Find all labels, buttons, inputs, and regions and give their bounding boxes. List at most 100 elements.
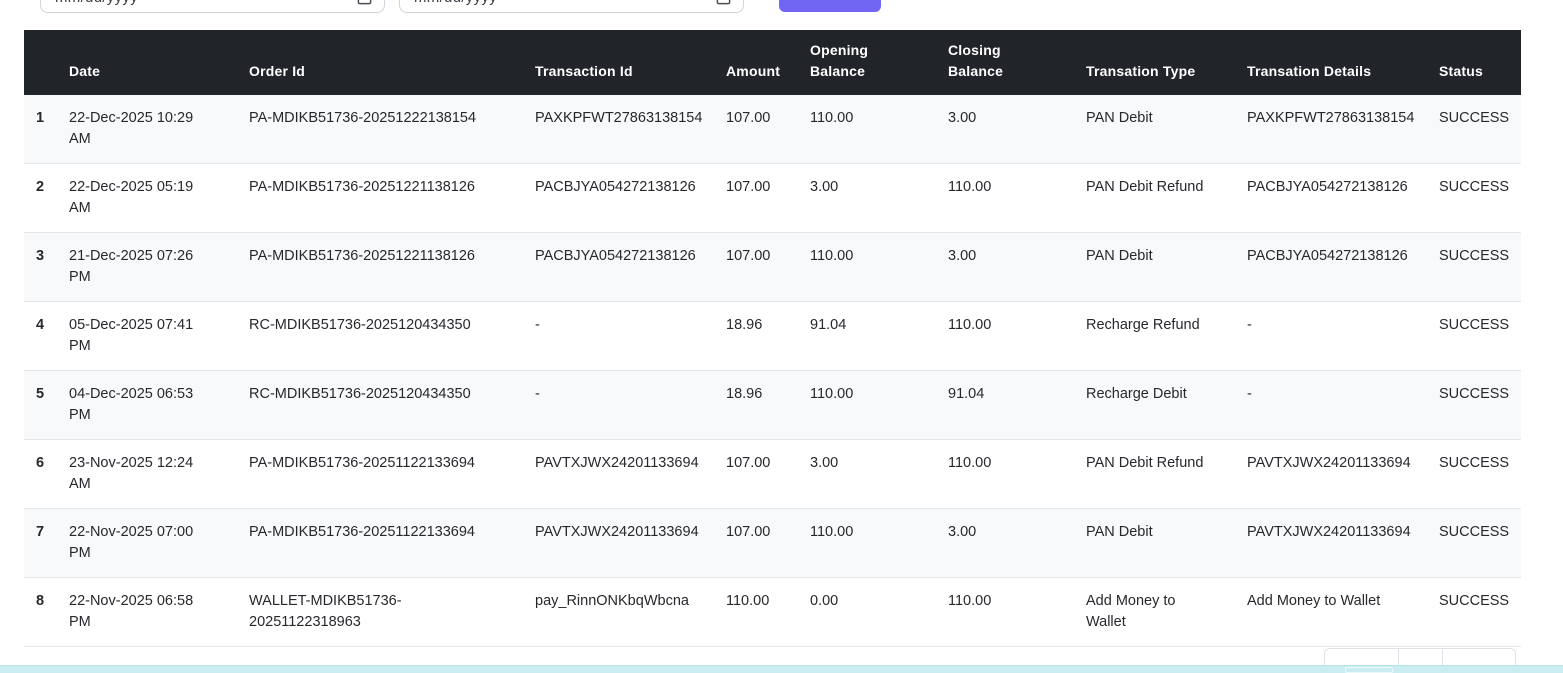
cell-amount: 18.96: [726, 370, 810, 440]
table-row: 7 22-Nov-2025 07:00 PM PA-MDIKB51736-202…: [24, 508, 1521, 578]
cell-opening-balance: 3.00: [810, 439, 948, 509]
scrollbar-thumb[interactable]: [1345, 667, 1393, 673]
row-index: 5: [24, 370, 69, 440]
cell-opening-balance: 110.00: [810, 508, 948, 578]
cell-closing-balance: 3.00: [948, 508, 1086, 578]
cell-status: SUCCESS: [1439, 439, 1521, 509]
cell-transation-type: PAN Debit: [1086, 508, 1247, 578]
filter-toolbar: mm/dd/yyyy mm/dd/yyyy: [0, 0, 1563, 13]
cell-transation-type: PAN Debit: [1086, 95, 1247, 164]
table-row: 8 22-Nov-2025 06:58 PM WALLET-MDIKB51736…: [24, 577, 1521, 647]
cell-transation-type: Recharge Refund: [1086, 301, 1247, 371]
search-button[interactable]: [779, 0, 881, 12]
cell-closing-balance: 3.00: [948, 95, 1086, 164]
cell-order-id: PA-MDIKB51736-20251221138126: [249, 232, 535, 302]
cell-order-id: RC-MDIKB51736-2025120434350: [249, 370, 535, 440]
row-index: 7: [24, 508, 69, 578]
cell-date: 22-Dec-2025 05:19 AM: [69, 163, 249, 233]
cell-opening-balance: 91.04: [810, 301, 948, 371]
row-index: 3: [24, 232, 69, 302]
cell-transaction-id: PAXKPFWT27863138154: [535, 95, 726, 164]
cell-transaction-id: PACBJYA054272138126: [535, 232, 726, 302]
cell-order-id: PA-MDIKB51736-20251122133694: [249, 439, 535, 509]
calendar-icon[interactable]: [716, 0, 731, 5]
cell-order-id: WALLET-MDIKB51736-20251122318963: [249, 577, 535, 647]
cell-date: 22-Nov-2025 06:58 PM: [69, 577, 249, 647]
column-header-index: [24, 30, 69, 95]
cell-transaction-id: -: [535, 370, 726, 440]
cell-closing-balance: 110.00: [948, 577, 1086, 647]
from-date-input[interactable]: mm/dd/yyyy: [40, 0, 385, 13]
cell-transation-details: -: [1247, 370, 1439, 440]
cell-transaction-id: -: [535, 301, 726, 371]
cell-amount: 107.00: [726, 508, 810, 578]
table-row: 5 04-Dec-2025 06:53 PM RC-MDIKB51736-202…: [24, 370, 1521, 440]
row-index: 2: [24, 163, 69, 233]
cell-status: SUCCESS: [1439, 370, 1521, 440]
cell-opening-balance: 110.00: [810, 95, 948, 164]
cell-transation-details: PAVTXJWX24201133694: [1247, 508, 1439, 578]
cell-order-id: PA-MDIKB51736-20251222138154: [249, 95, 535, 164]
column-header-date: Date: [69, 30, 249, 95]
column-header-transation-type: Transation Type: [1086, 30, 1247, 95]
cell-date: 05-Dec-2025 07:41 PM: [69, 301, 249, 371]
column-header-closing-balance: Closing Balance: [948, 30, 1086, 95]
cell-transation-type: PAN Debit Refund: [1086, 163, 1247, 233]
cell-transation-details: PAXKPFWT27863138154: [1247, 95, 1439, 164]
row-index: 4: [24, 301, 69, 371]
cell-transation-type: PAN Debit: [1086, 232, 1247, 302]
cell-transation-details: -: [1247, 301, 1439, 371]
horizontal-scrollbar[interactable]: [0, 665, 1563, 673]
table-row: 1 22-Dec-2025 10:29 AM PA-MDIKB51736-202…: [24, 95, 1521, 164]
cell-transaction-id: PAVTXJWX24201133694: [535, 439, 726, 509]
cell-date: 04-Dec-2025 06:53 PM: [69, 370, 249, 440]
cell-opening-balance: 0.00: [810, 577, 948, 647]
table-row: 3 21-Dec-2025 07:26 PM PA-MDIKB51736-202…: [24, 232, 1521, 302]
cell-status: SUCCESS: [1439, 508, 1521, 578]
table-row: 2 22-Dec-2025 05:19 AM PA-MDIKB51736-202…: [24, 163, 1521, 233]
table-header: Date Order Id Transaction Id Amount Open…: [24, 30, 1521, 95]
cell-closing-balance: 3.00: [948, 232, 1086, 302]
cell-status: SUCCESS: [1439, 232, 1521, 302]
cell-transation-type: PAN Debit Refund: [1086, 439, 1247, 509]
cell-transation-details: PACBJYA054272138126: [1247, 163, 1439, 233]
to-date-placeholder: mm/dd/yyyy: [414, 0, 716, 6]
column-header-transaction-id: Transaction Id: [535, 30, 726, 95]
cell-amount: 107.00: [726, 232, 810, 302]
cell-transaction-id: PAVTXJWX24201133694: [535, 508, 726, 578]
column-header-status: Status: [1439, 30, 1521, 95]
cell-transation-type: Add Money to Wallet: [1086, 577, 1247, 647]
cell-amount: 107.00: [726, 95, 810, 164]
table-row: 4 05-Dec-2025 07:41 PM RC-MDIKB51736-202…: [24, 301, 1521, 371]
to-date-input[interactable]: mm/dd/yyyy: [399, 0, 744, 13]
column-header-order-id: Order Id: [249, 30, 535, 95]
calendar-icon[interactable]: [357, 0, 372, 5]
cell-transation-type: Recharge Debit: [1086, 370, 1247, 440]
cell-status: SUCCESS: [1439, 95, 1521, 164]
transactions-table-wrap: Date Order Id Transaction Id Amount Open…: [24, 30, 1521, 647]
cell-closing-balance: 110.00: [948, 163, 1086, 233]
cell-opening-balance: 110.00: [810, 232, 948, 302]
cell-order-id: PA-MDIKB51736-20251221138126: [249, 163, 535, 233]
cell-transation-details: PACBJYA054272138126: [1247, 232, 1439, 302]
cell-order-id: RC-MDIKB51736-2025120434350: [249, 301, 535, 371]
cell-closing-balance: 110.00: [948, 439, 1086, 509]
cell-opening-balance: 3.00: [810, 163, 948, 233]
cell-closing-balance: 110.00: [948, 301, 1086, 371]
column-header-amount: Amount: [726, 30, 810, 95]
cell-transaction-id: PACBJYA054272138126: [535, 163, 726, 233]
cell-status: SUCCESS: [1439, 163, 1521, 233]
column-header-opening-balance: Opening Balance: [810, 30, 948, 95]
cell-amount: 110.00: [726, 577, 810, 647]
table-body: 1 22-Dec-2025 10:29 AM PA-MDIKB51736-202…: [24, 95, 1521, 647]
row-index: 8: [24, 577, 69, 647]
cell-transation-details: PAVTXJWX24201133694: [1247, 439, 1439, 509]
row-index: 6: [24, 439, 69, 509]
cell-date: 22-Nov-2025 07:00 PM: [69, 508, 249, 578]
cell-amount: 18.96: [726, 301, 810, 371]
cell-transation-details: Add Money to Wallet: [1247, 577, 1439, 647]
transactions-table: Date Order Id Transaction Id Amount Open…: [24, 30, 1521, 647]
cell-opening-balance: 110.00: [810, 370, 948, 440]
column-header-transation-details: Transation Details: [1247, 30, 1439, 95]
